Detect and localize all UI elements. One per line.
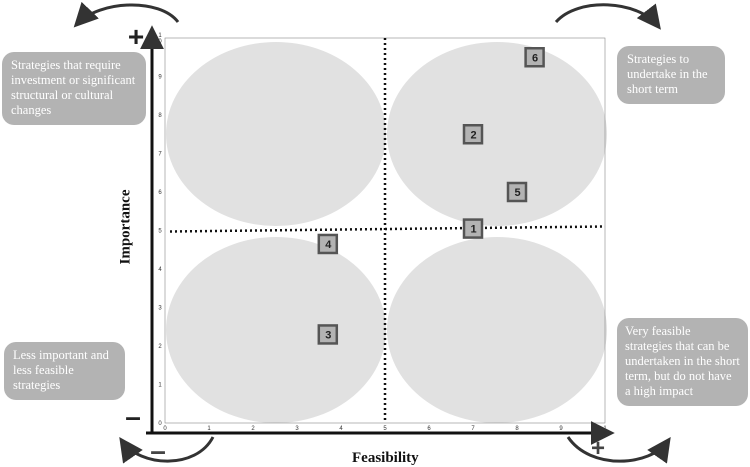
data-point-3: 3 [317,324,339,345]
x-tick-label: 6 [427,426,431,432]
y-tick-label: 1 [158,383,162,389]
x-tick-label: 4 [339,426,343,432]
data-point-label: 2 [470,129,476,141]
y-low-sign: – [125,401,141,432]
quadrant-top-right [387,42,607,226]
x-tick-label: 0 [163,426,167,432]
data-point-1: 1 [462,218,484,239]
y-tick-label: 7 [158,152,162,158]
y-tick-label: 2 [158,344,162,350]
x-tick-label: 9 [559,426,563,432]
data-point-marker [317,233,339,255]
data-point-label: 5 [514,187,520,199]
quadrant-bottom-left [166,237,386,423]
data-point-label: 1 [470,224,476,236]
y-tick-label: 8 [158,113,162,119]
y-axis-title: Importance [117,189,134,265]
data-point-marker [524,47,545,68]
data-point-6: 6 [524,47,545,68]
x-high-sign: + [591,435,605,462]
data-point-label: 3 [325,329,331,341]
x-tick-label: 7 [471,426,475,432]
annotation-bottom-right: Very feasible strategies that can be und… [617,318,748,406]
annotation-bottom-left: Less important and less feasible strateg… [4,342,125,400]
x-tick-label: 5 [383,426,387,432]
curved-arrow-bottom-left-icon [119,436,215,464]
data-point-2: 2 [462,124,484,145]
curved-arrow-top-left-icon [73,1,180,28]
quadrant-bottom-right [387,237,607,423]
y-tick-label: 0 [158,421,162,427]
x-tick-label: 2 [251,426,255,432]
y-high-sign: + [128,21,144,52]
y-tick-label: 4 [158,267,162,273]
curved-arrow-top-right-icon [554,3,661,30]
annotation-top-left: Strategies that require investment or si… [2,52,146,125]
x-tick-label: 1 [207,426,211,432]
x-axis-title: Feasibility [352,450,419,466]
x-low-sign: – [150,435,166,466]
data-point-label: 4 [325,239,332,251]
x-tick-label: 3 [295,426,299,432]
y-tick-label: 9 [158,75,162,81]
data-point-marker [462,218,484,239]
data-point-label: 6 [532,52,538,64]
y-tick-label: 3 [158,306,162,312]
x-tick-label: 8 [515,426,519,432]
curved-arrow-bottom-right-icon [566,436,671,464]
data-point-marker [506,181,528,203]
horizontal-divider [169,225,606,233]
data-point-marker [462,124,484,145]
quadrant-top-left [166,42,386,226]
annotation-top-right: Strategies to undertake in the short ter… [617,46,725,104]
y-tick-label: 6 [158,190,162,196]
data-point-marker [317,324,339,345]
y-tick-label: 5 [158,229,162,235]
data-point-5: 5 [506,181,528,203]
data-point-4: 4 [317,233,339,255]
